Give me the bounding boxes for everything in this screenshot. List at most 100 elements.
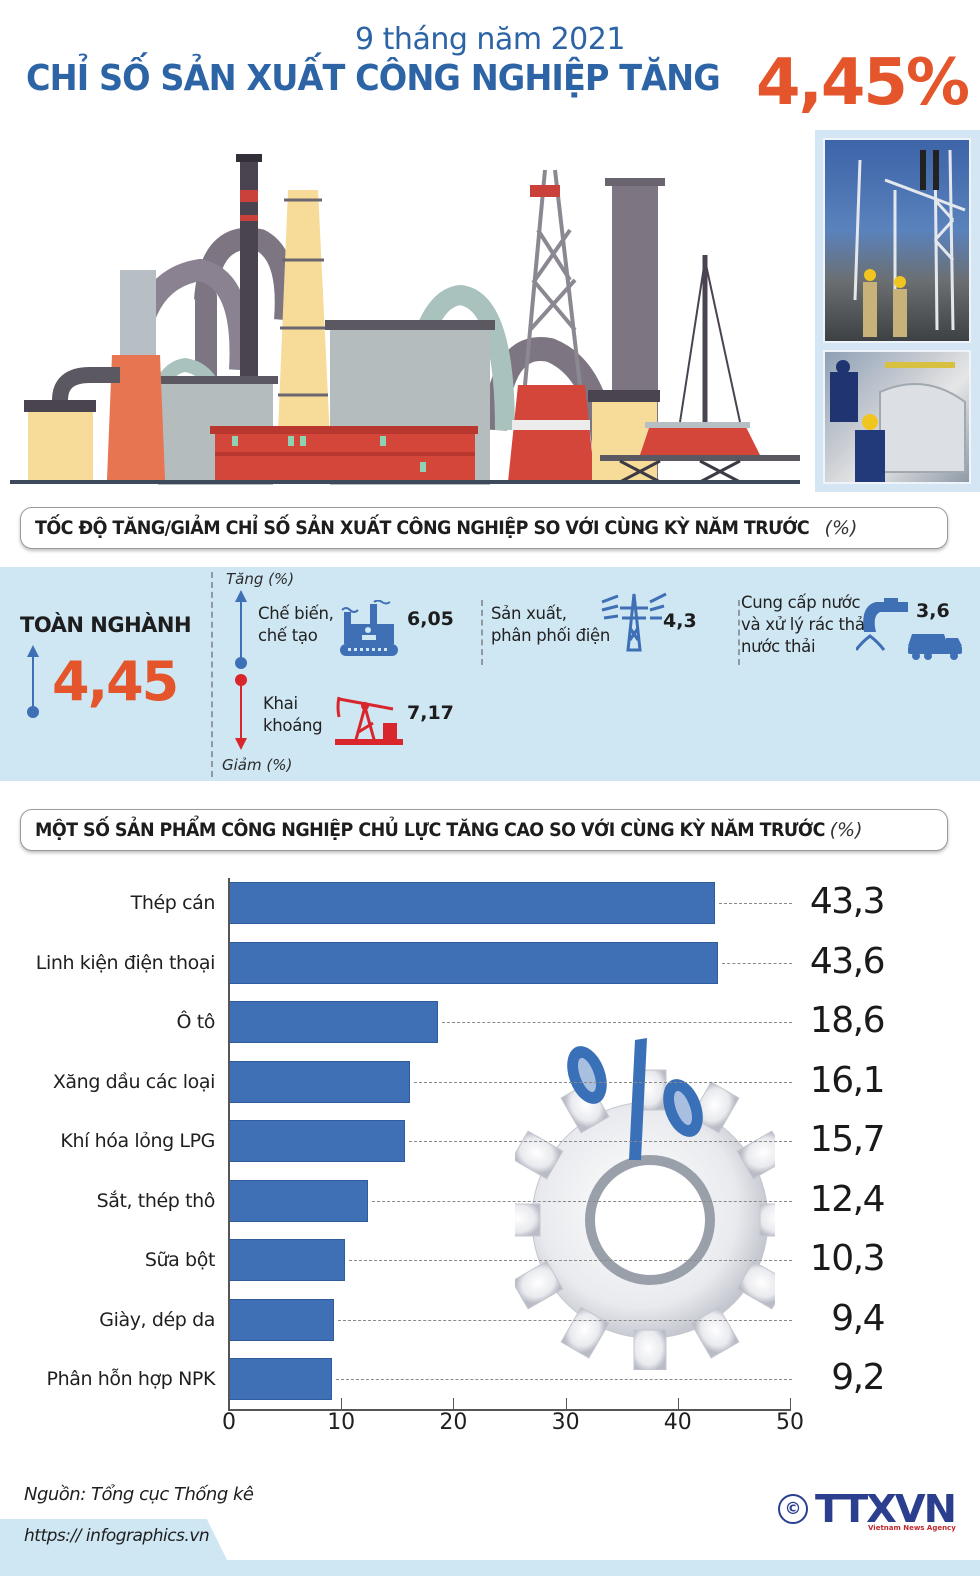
total-value: 4,45	[52, 650, 179, 713]
oil-pump-icon	[335, 696, 403, 745]
copyright-icon: ©	[778, 1494, 808, 1524]
x-tick-label: 50	[776, 1410, 804, 1435]
value-label: 18,6	[809, 1000, 886, 1041]
source-text: Nguồn: Tổng cục Thống kê	[24, 1484, 254, 1505]
x-tick-label: 30	[551, 1410, 580, 1435]
sector-line: Cung cấp nước	[741, 593, 861, 612]
x-tick-label: 20	[439, 1410, 468, 1435]
value-label: 9,2	[831, 1357, 885, 1398]
divider	[481, 600, 483, 665]
bar	[229, 1060, 410, 1103]
page-title: CHỈ SỐ SẢN XUẤT CÔNG NGHIỆP TĂNG 4,45%	[26, 46, 970, 120]
sector-line: nước thải	[741, 637, 816, 656]
factory-illustration	[10, 154, 800, 485]
leader-line	[722, 962, 792, 964]
x-tick	[677, 1398, 679, 1410]
category-label: Xăng dầu các loại	[52, 1070, 216, 1093]
car-assembly-workers-photo	[823, 350, 971, 484]
sector-manufacturing-value: 6,05	[407, 608, 454, 630]
sector-mining-value: 7,17	[407, 702, 454, 724]
leader-line	[348, 1260, 792, 1261]
value-label: 12,4	[809, 1178, 886, 1220]
title-text: CHỈ SỐ SẢN XUẤT CÔNG NGHIỆP TĂNG	[26, 58, 721, 99]
leader-line	[413, 1081, 792, 1083]
website-link[interactable]: https:// infographics.vn	[24, 1526, 210, 1546]
ttxvn-logo: TTXVN	[815, 1487, 957, 1531]
category-label: Sữa bột	[144, 1249, 216, 1271]
sector-line: Chế biến,	[258, 604, 334, 623]
decrease-label: Giảm (%)	[222, 756, 293, 774]
category-label: Khí hóa lỏng LPG	[60, 1130, 215, 1152]
water-tap-truck-icon	[856, 598, 962, 660]
x-tick-label: 40	[663, 1410, 692, 1435]
growth-title-text: TỐC ĐỘ TĂNG/GIẢM CHỈ SỐ SẢN XUẤT CÔNG NG…	[35, 517, 810, 539]
bar	[229, 1120, 406, 1162]
products-title-unit: (%)	[829, 819, 863, 841]
leader-line	[718, 903, 792, 904]
power-tower-icon	[601, 592, 667, 652]
value-label: 16,1	[809, 1059, 886, 1101]
sector-line: chế tạo	[258, 626, 318, 645]
total-up-arrow-icon	[27, 645, 39, 718]
x-tick-label: 10	[327, 1410, 356, 1435]
category-label: Giày, dép da	[99, 1308, 215, 1331]
leader-line	[441, 1022, 792, 1023]
headline-value: 4,45%	[756, 46, 970, 120]
growth-band	[0, 567, 980, 781]
increase-label: Tăng (%)	[226, 570, 295, 588]
chart-y-axis	[228, 878, 230, 1411]
sector-electricity-value: 4,3	[663, 610, 697, 632]
category-label: Thép cán	[130, 892, 216, 914]
bar	[229, 1358, 333, 1400]
growth-title-unit: (%)	[824, 517, 858, 539]
x-tick	[565, 1398, 567, 1410]
divider	[211, 572, 213, 777]
x-tick	[790, 1398, 791, 1410]
chart-x-axis	[228, 1409, 791, 1411]
value-label: 9,4	[831, 1297, 885, 1339]
category-label: Phân hỗn hợp NPK	[46, 1368, 216, 1390]
bar	[229, 1179, 369, 1222]
products-title-text: MỘT SỐ SẢN PHẨM CÔNG NGHIỆP CHỦ LỰC TĂNG…	[35, 819, 825, 841]
sector-line: phân phối điện	[491, 626, 611, 645]
sector-line: khoáng	[263, 716, 323, 735]
leader-line	[409, 1141, 792, 1142]
category-label: Sắt, thép thô	[96, 1189, 216, 1212]
bar	[229, 941, 719, 984]
total-label: TOÀN NGHÀNH	[20, 613, 192, 637]
bar	[229, 1298, 335, 1341]
page-subtitle: 9 tháng năm 2021	[355, 22, 625, 57]
footer-tab	[0, 1519, 235, 1576]
leader-line	[372, 1200, 792, 1202]
footer-strip	[0, 1560, 980, 1576]
up-down-axis-icon	[235, 590, 247, 750]
sector-mining-label: Khai khoáng	[263, 693, 323, 737]
sector-water-label: Cung cấp nước và xử lý rác thải, nước th…	[741, 592, 874, 658]
x-tick	[453, 1398, 455, 1410]
bar	[229, 1001, 438, 1043]
value-label: 10,3	[809, 1238, 886, 1279]
value-label: 15,7	[809, 1119, 886, 1160]
logo-subtitle: Vietnam News Agency	[868, 1524, 956, 1532]
leader-line	[338, 1319, 792, 1321]
leader-line	[336, 1379, 792, 1380]
x-tick	[341, 1398, 343, 1410]
factory-icon	[340, 600, 398, 656]
sector-electricity-label: Sản xuất, phân phối điện	[491, 603, 610, 647]
gear-percent-icon	[515, 1038, 775, 1370]
sector-line: Khai	[263, 694, 298, 713]
x-tick-label: 0	[222, 1410, 236, 1435]
category-label: Linh kiện điện thoại	[35, 951, 216, 974]
divider	[738, 600, 740, 665]
bar	[229, 882, 715, 924]
sector-line: và xử lý rác thải,	[741, 615, 874, 634]
value-label: 43,6	[809, 940, 886, 982]
category-label: Ô tô	[176, 1011, 216, 1033]
sector-water-value: 3,6	[916, 600, 950, 622]
sector-line: Sản xuất,	[491, 604, 567, 623]
bar	[229, 1239, 345, 1281]
products-section-title: MỘT SỐ SẢN PHẨM CÔNG NGHIỆP CHỦ LỰC TĂNG…	[20, 809, 948, 851]
growth-section-title: TỐC ĐỘ TĂNG/GIẢM CHỈ SỐ SẢN XUẤT CÔNG NG…	[20, 507, 948, 549]
value-label: 43,3	[809, 881, 886, 922]
sector-manufacturing-label: Chế biến, chế tạo	[258, 603, 334, 647]
